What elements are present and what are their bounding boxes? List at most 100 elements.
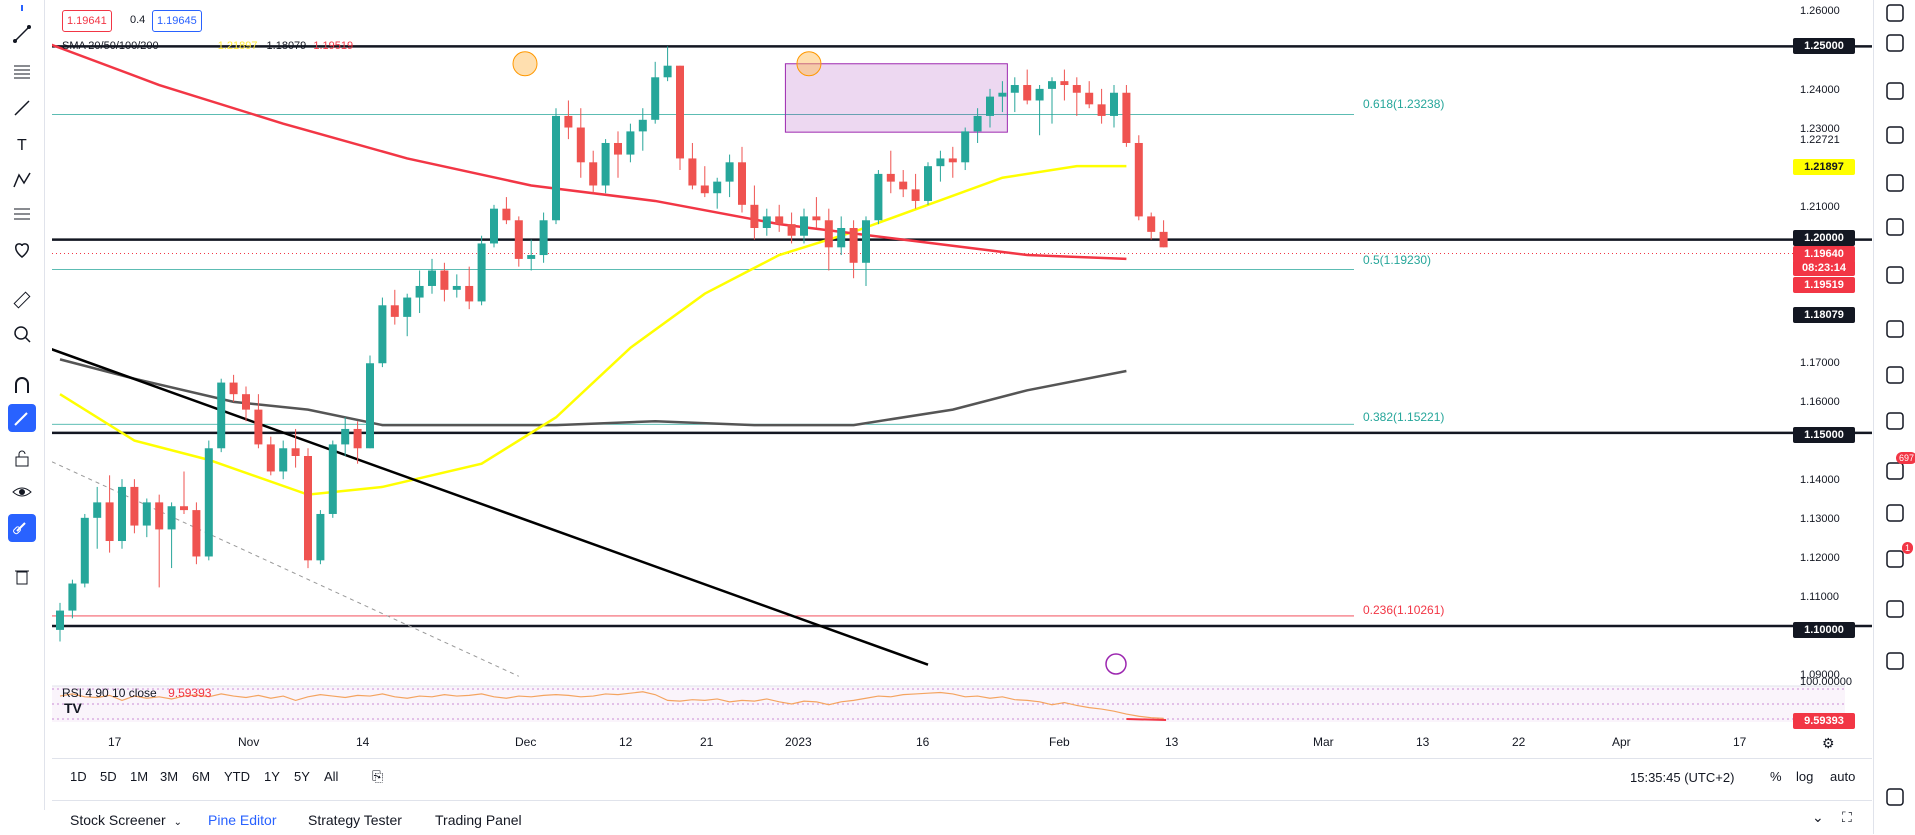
candle-body: [390, 305, 399, 317]
range-button-ytd[interactable]: YTD: [224, 769, 250, 784]
hotlist-icon[interactable]: [1882, 170, 1908, 196]
pattern-icon[interactable]: [8, 166, 36, 194]
cloud-icon[interactable]: [1882, 316, 1908, 342]
candle-body: [713, 181, 722, 194]
brush-icon[interactable]: [8, 94, 36, 122]
messages-icon[interactable]: [1882, 408, 1908, 434]
trend-line-icon[interactable]: [8, 20, 36, 48]
lock-drawings-icon[interactable]: [8, 404, 36, 432]
range-button-5d[interactable]: 5D: [100, 769, 117, 784]
ideas-icon[interactable]: [1882, 458, 1908, 484]
list-icon[interactable]: [1882, 122, 1908, 148]
magnet-icon[interactable]: [8, 372, 36, 400]
candle-body: [279, 448, 288, 472]
candle-body: [328, 444, 337, 514]
maximize-panel-icon[interactable]: ⛶: [1842, 809, 1852, 825]
sell-price-button[interactable]: 1.19641: [62, 10, 112, 32]
candle-body: [638, 119, 647, 132]
cursor-icon[interactable]: [8, 0, 36, 28]
calendar-icon[interactable]: [1882, 214, 1908, 240]
time-axis[interactable]: 17 Nov 14 Dec 12 21 2023 16 Feb 13 Mar 13 22 Apr 17: [52, 733, 1872, 755]
streams-icon[interactable]: [1882, 500, 1908, 526]
candle-body: [229, 382, 238, 395]
tab-pine-editor[interactable]: Pine Editor: [208, 812, 277, 828]
price-label-countdown: 08:23:14: [1793, 260, 1855, 276]
candle-body: [204, 448, 213, 557]
candle-body: [762, 216, 771, 228]
sma50-line: [59, 164, 1127, 496]
candle-body: [192, 510, 201, 557]
settings-gear-icon[interactable]: ⚙: [1822, 735, 1835, 751]
events-flash-icon: [1105, 653, 1127, 675]
candle-body: [1060, 81, 1069, 86]
chart-canvas[interactable]: [52, 0, 1872, 758]
lock-icon[interactable]: [8, 444, 36, 472]
candle-body: [514, 220, 523, 259]
tab-strategy-tester[interactable]: Strategy Tester: [308, 812, 402, 828]
time-tick: 12: [619, 735, 633, 749]
clock-display[interactable]: 15:35:45 (UTC+2): [1630, 770, 1735, 785]
clock-alerts-icon[interactable]: [1882, 30, 1908, 56]
candle-body: [924, 166, 932, 201]
notifications-icon[interactable]: [1882, 546, 1908, 572]
range-button-3m[interactable]: 3M: [160, 769, 179, 784]
forecast-icon[interactable]: [8, 200, 36, 228]
sma-legend[interactable]: SMA 20/50/100/200 1.21897 1.18079 1.1951…: [62, 40, 353, 52]
text-icon[interactable]: T: [8, 130, 36, 158]
watchlist-icon[interactable]: [1882, 0, 1908, 26]
trash-icon[interactable]: [8, 562, 36, 590]
fib-0382-label: 0.382(1.15221): [1363, 410, 1445, 424]
candle-body: [899, 181, 908, 190]
candle-body: [353, 428, 362, 449]
tab-trading-panel[interactable]: Trading Panel: [435, 812, 522, 828]
heart-icon[interactable]: [8, 236, 36, 264]
time-tick: Nov: [238, 735, 260, 749]
buy-price-button[interactable]: 1.19645: [152, 10, 202, 32]
zoom-icon[interactable]: [8, 320, 36, 348]
rsi-line: [59, 691, 1164, 719]
candle-body: [1122, 92, 1131, 143]
news-icon[interactable]: [1882, 78, 1908, 104]
range-button-5y[interactable]: 5Y: [294, 769, 310, 784]
price-tick: 1.21000: [1800, 201, 1840, 213]
candle-body: [93, 502, 102, 518]
ruler-icon[interactable]: [8, 286, 36, 314]
candle-body: [1147, 216, 1156, 232]
chat-icon[interactable]: [1882, 362, 1908, 388]
time-tick: Dec: [515, 735, 537, 749]
candle-body: [874, 173, 883, 221]
candle-body: [998, 92, 1007, 97]
dashed-trend-line: [52, 461, 520, 677]
sma200-legend-value: 1.19519: [313, 40, 354, 52]
price-tick: 1.24000: [1800, 84, 1840, 96]
candle-body: [465, 285, 474, 302]
candle-body: [316, 513, 325, 561]
trend-icon[interactable]: [1882, 596, 1908, 622]
range-button-all[interactable]: All: [324, 769, 339, 784]
range-button-1d[interactable]: 1D: [70, 769, 87, 784]
candle-body: [564, 115, 573, 128]
layers-icon[interactable]: [1882, 784, 1908, 810]
candle-body: [291, 448, 300, 456]
percent-scale-toggle[interactable]: %: [1770, 769, 1782, 784]
range-button-1y[interactable]: 1Y: [264, 769, 280, 784]
chevron-down-icon[interactable]: ⌄: [173, 817, 182, 828]
range-button-1m[interactable]: 1M: [130, 769, 149, 784]
candle-body: [1048, 81, 1056, 89]
tab-stock-screener[interactable]: Stock Screener ⌄: [70, 812, 182, 828]
candle-body: [105, 502, 114, 542]
goto-date-icon[interactable]: ⎘: [372, 768, 384, 784]
log-scale-toggle[interactable]: log: [1796, 769, 1814, 784]
rsi-legend[interactable]: RSI 4 90 10 close 9.59393: [62, 686, 211, 700]
candle-body: [973, 115, 982, 132]
lightbulb-icon[interactable]: [1882, 262, 1908, 288]
eye-icon[interactable]: [8, 478, 36, 506]
candle-body: [552, 115, 560, 221]
minimize-panel-icon[interactable]: ⌄: [1812, 809, 1824, 825]
dots-grid-icon[interactable]: [1882, 648, 1908, 674]
candle-body: [886, 173, 895, 182]
fib-icon[interactable]: [8, 58, 36, 86]
auto-scale-toggle[interactable]: auto: [1830, 769, 1856, 784]
link-icon[interactable]: [8, 514, 36, 542]
range-button-6m[interactable]: 6M: [192, 769, 211, 784]
